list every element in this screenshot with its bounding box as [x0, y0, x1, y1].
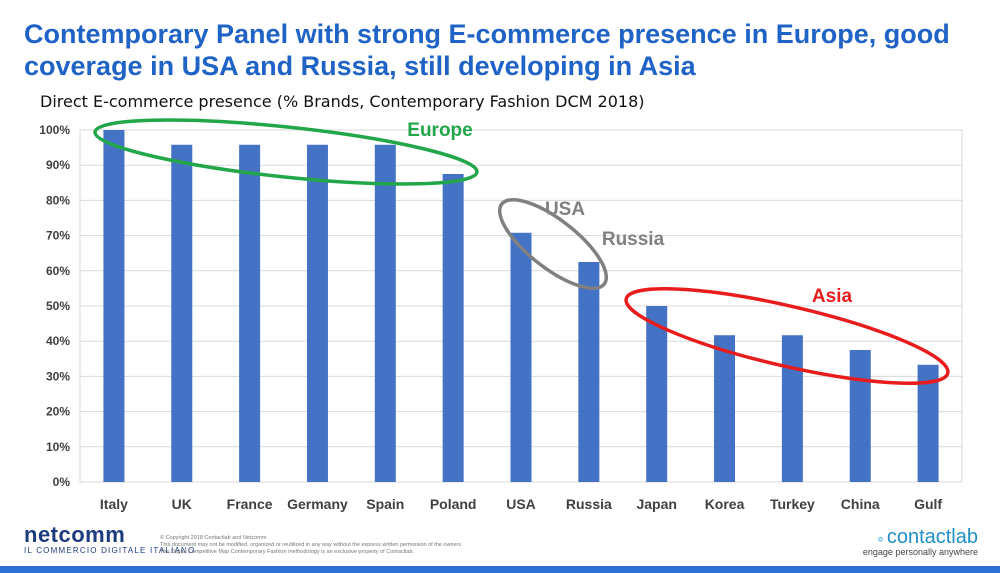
chart-bars [103, 130, 939, 482]
bar [917, 364, 939, 482]
netcomm-logo: netcomm IL COMMERCIO DIGITALE ITALIANO [24, 522, 195, 555]
y-tick-label: 50% [46, 299, 70, 313]
y-tick-label: 60% [46, 264, 70, 278]
contactlab-tagline: engage personally anywhere [862, 547, 978, 557]
netcomm-logo-text: netcomm [24, 522, 126, 547]
x-tick-label: Poland [430, 496, 477, 512]
bar [442, 174, 464, 482]
bar [510, 232, 532, 482]
annotation-label: Asia [812, 286, 853, 307]
y-tick-label: 10% [46, 440, 70, 454]
bar [239, 144, 261, 482]
x-tick-label: Turkey [770, 496, 815, 512]
bar [103, 130, 125, 482]
netcomm-tagline: IL COMMERCIO DIGITALE ITALIANO [24, 546, 196, 555]
y-tick-label: 70% [46, 229, 70, 243]
y-tick-label: 90% [46, 158, 70, 172]
contactlab-logo-text: contactlab [886, 526, 978, 548]
y-axis-ticks: 0% 10% 20% 30% 40% 50% 60% 70% 80% 90% 100% [39, 123, 70, 489]
x-tick-label: Italy [100, 496, 128, 512]
y-tick-label: 0% [53, 475, 71, 489]
chart-annotations: Europe USA Russia Asia [93, 118, 950, 385]
chart-subtitle: Direct E-commerce presence (% Brands, Co… [40, 92, 645, 111]
bar [849, 350, 871, 482]
copyright-notice: © Copyright 2018 Contactlab and Netcomm … [160, 535, 520, 556]
annotation-label: Russia [602, 229, 665, 250]
x-axis-ticks: Italy UK France Germany Spain Poland USA Russia… [100, 496, 942, 512]
slide-title: Contemporary Panel with strong E-commerc… [24, 19, 950, 81]
annotation-label: USA [545, 199, 585, 220]
y-tick-label: 100% [39, 123, 70, 137]
x-tick-label: Japan [636, 496, 676, 512]
y-tick-label: 20% [46, 405, 70, 419]
x-tick-label: Russia [566, 496, 612, 512]
bar [781, 335, 803, 482]
bar [578, 262, 600, 482]
europe-ellipse [93, 118, 479, 186]
x-tick-label: Korea [705, 496, 745, 512]
y-tick-label: 30% [46, 369, 70, 383]
x-tick-label: France [227, 496, 273, 512]
bottom-accent-bar [0, 566, 1000, 573]
copyright-line: © Copyright 2018 Contactlab and Netcomm [160, 535, 267, 541]
usa-russia-ellipse [497, 197, 609, 291]
copyright-line: This document may not be modified, organ… [160, 542, 462, 548]
x-tick-label: Gulf [914, 496, 942, 512]
x-tick-label: USA [506, 496, 536, 512]
x-tick-label: UK [172, 496, 192, 512]
copyright-line: The Digital Competitive Map Contemporary… [160, 549, 415, 555]
y-tick-label: 80% [46, 193, 70, 207]
bubbles-icon: ∘ [876, 530, 885, 546]
bar [714, 335, 736, 482]
x-tick-label: China [841, 496, 880, 512]
annotation-label: Europe [407, 120, 472, 141]
x-tick-label: Spain [366, 496, 404, 512]
bar [171, 144, 193, 482]
bar-chart: 0% 10% 20% 30% 40% 50% 60% 70% 80% 90% 100% Italy U… [39, 118, 963, 512]
bar [374, 144, 396, 482]
contactlab-logo: ∘ contactlab engage personally anywhere [863, 526, 978, 557]
asia-ellipse [624, 287, 950, 385]
bar [306, 144, 328, 482]
y-tick-label: 40% [46, 334, 70, 348]
bar [646, 306, 668, 482]
x-tick-label: Germany [287, 496, 348, 512]
